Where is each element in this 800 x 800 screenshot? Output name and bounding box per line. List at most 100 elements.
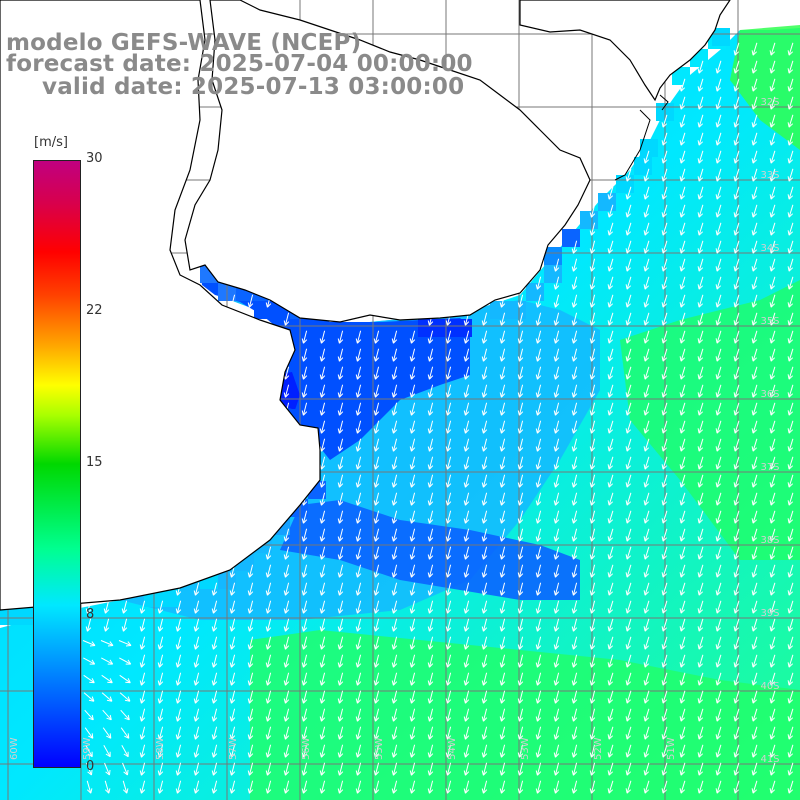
wind-arrow — [697, 438, 704, 452]
wind-arrow — [175, 600, 182, 614]
wind-arrow — [643, 330, 650, 344]
wind-arrow — [193, 636, 200, 650]
wind-arrow — [589, 312, 596, 326]
wind-arrow — [283, 582, 290, 596]
wind-arrow — [535, 546, 542, 560]
wind-arrow — [769, 492, 776, 506]
wind-arrow — [661, 384, 668, 398]
wind-arrow — [715, 312, 722, 326]
wind-arrow — [517, 474, 524, 488]
wind-arrow — [679, 456, 686, 470]
wind-arrow — [553, 510, 560, 524]
wind-arrow — [535, 384, 542, 398]
wind-arrow — [697, 150, 704, 164]
wind-arrow — [121, 618, 128, 632]
wind-arrow — [409, 438, 416, 452]
wind-arrow — [499, 456, 506, 470]
wind-arrow — [787, 762, 794, 776]
wind-arrow — [769, 114, 776, 128]
wind-arrow — [373, 600, 380, 614]
wind-arrow — [229, 672, 236, 686]
wind-arrow — [265, 618, 272, 632]
wind-arrow — [661, 708, 668, 722]
wind-arrow — [607, 492, 614, 506]
wind-arrow — [607, 258, 614, 272]
wind-arrow — [102, 727, 112, 739]
wind-arrow — [445, 564, 452, 578]
wind-arrow — [319, 384, 326, 398]
wind-arrow — [535, 492, 542, 506]
wind-arrow — [679, 600, 686, 614]
low-speed-shelf-tongue — [280, 500, 580, 600]
wind-arrow — [499, 744, 506, 758]
latitude-label: 32S — [760, 97, 779, 108]
wind-arrow — [84, 727, 94, 739]
wind-arrow — [499, 474, 506, 488]
wind-arrow — [211, 672, 218, 686]
wind-arrow — [787, 492, 794, 506]
wind-arrow — [283, 564, 290, 578]
wind-arrow — [607, 690, 614, 704]
grid-cell — [254, 301, 272, 319]
wind-arrow — [283, 528, 290, 542]
wind-arrow — [445, 636, 452, 650]
wind-arrow — [337, 546, 344, 560]
wind-arrow — [715, 204, 722, 218]
wind-arrow — [571, 348, 578, 362]
wind-arrow — [697, 690, 704, 704]
wind-arrow — [535, 438, 542, 452]
wind-arrow — [373, 510, 380, 524]
grid-cell — [162, 589, 180, 607]
wind-arrow — [517, 744, 524, 758]
wind-arrow — [427, 582, 434, 596]
wind-arrow — [391, 474, 398, 488]
land-brazil-north — [519, 0, 731, 102]
wind-arrow — [283, 654, 290, 668]
wind-arrow — [571, 330, 578, 344]
wind-arrow — [409, 564, 416, 578]
wind-arrow — [481, 528, 488, 542]
wind-arrow — [715, 474, 722, 488]
wind-arrow — [283, 312, 290, 326]
wind-arrow — [481, 690, 488, 704]
wind-arrow — [661, 456, 668, 470]
wind-arrow — [769, 240, 776, 254]
wind-arrow — [679, 168, 686, 182]
wind-arrow — [643, 168, 650, 182]
wind-arrow — [553, 762, 560, 776]
wind-arrow — [643, 294, 650, 308]
wind-arrow — [733, 528, 740, 542]
wind-arrow — [589, 456, 596, 470]
wind-arrow — [247, 582, 254, 596]
wind-arrow — [157, 744, 164, 758]
wind-arrow — [175, 726, 182, 740]
wind-arrow — [715, 618, 722, 632]
wind-arrow — [193, 708, 200, 722]
wind-arrow — [643, 348, 650, 362]
wind-arrow — [535, 654, 542, 668]
wind-arrow — [607, 618, 614, 632]
wind-arrow — [769, 258, 776, 272]
wind-arrow — [409, 348, 416, 362]
wind-arrow — [697, 60, 704, 74]
wind-arrow — [517, 438, 524, 452]
wind-arrow — [535, 402, 542, 416]
wind-arrow — [211, 636, 218, 650]
wind-arrow — [715, 222, 722, 236]
wind-arrow — [319, 402, 326, 416]
wind-arrow — [643, 546, 650, 560]
wind-arrow — [589, 222, 596, 236]
wind-arrow — [589, 240, 596, 254]
wind-arrow — [769, 672, 776, 686]
wind-arrow — [427, 564, 434, 578]
wind-arrow — [373, 636, 380, 650]
wind-arrow — [643, 672, 650, 686]
wind-arrow — [715, 294, 722, 308]
wind-arrow — [607, 456, 614, 470]
wind-arrow — [481, 438, 488, 452]
wind-arrow — [409, 618, 416, 632]
wind-arrow — [625, 438, 632, 452]
wind-arrow — [445, 384, 452, 398]
wind-arrow — [643, 150, 650, 164]
wind-arrow — [643, 222, 650, 236]
